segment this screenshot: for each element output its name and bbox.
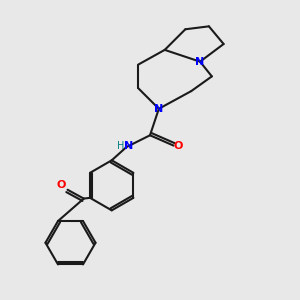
Text: N: N bbox=[195, 57, 205, 67]
Text: O: O bbox=[173, 141, 183, 151]
Text: H: H bbox=[118, 141, 125, 151]
Text: N: N bbox=[124, 141, 133, 151]
Text: O: O bbox=[57, 180, 66, 190]
Text: N: N bbox=[154, 104, 164, 114]
